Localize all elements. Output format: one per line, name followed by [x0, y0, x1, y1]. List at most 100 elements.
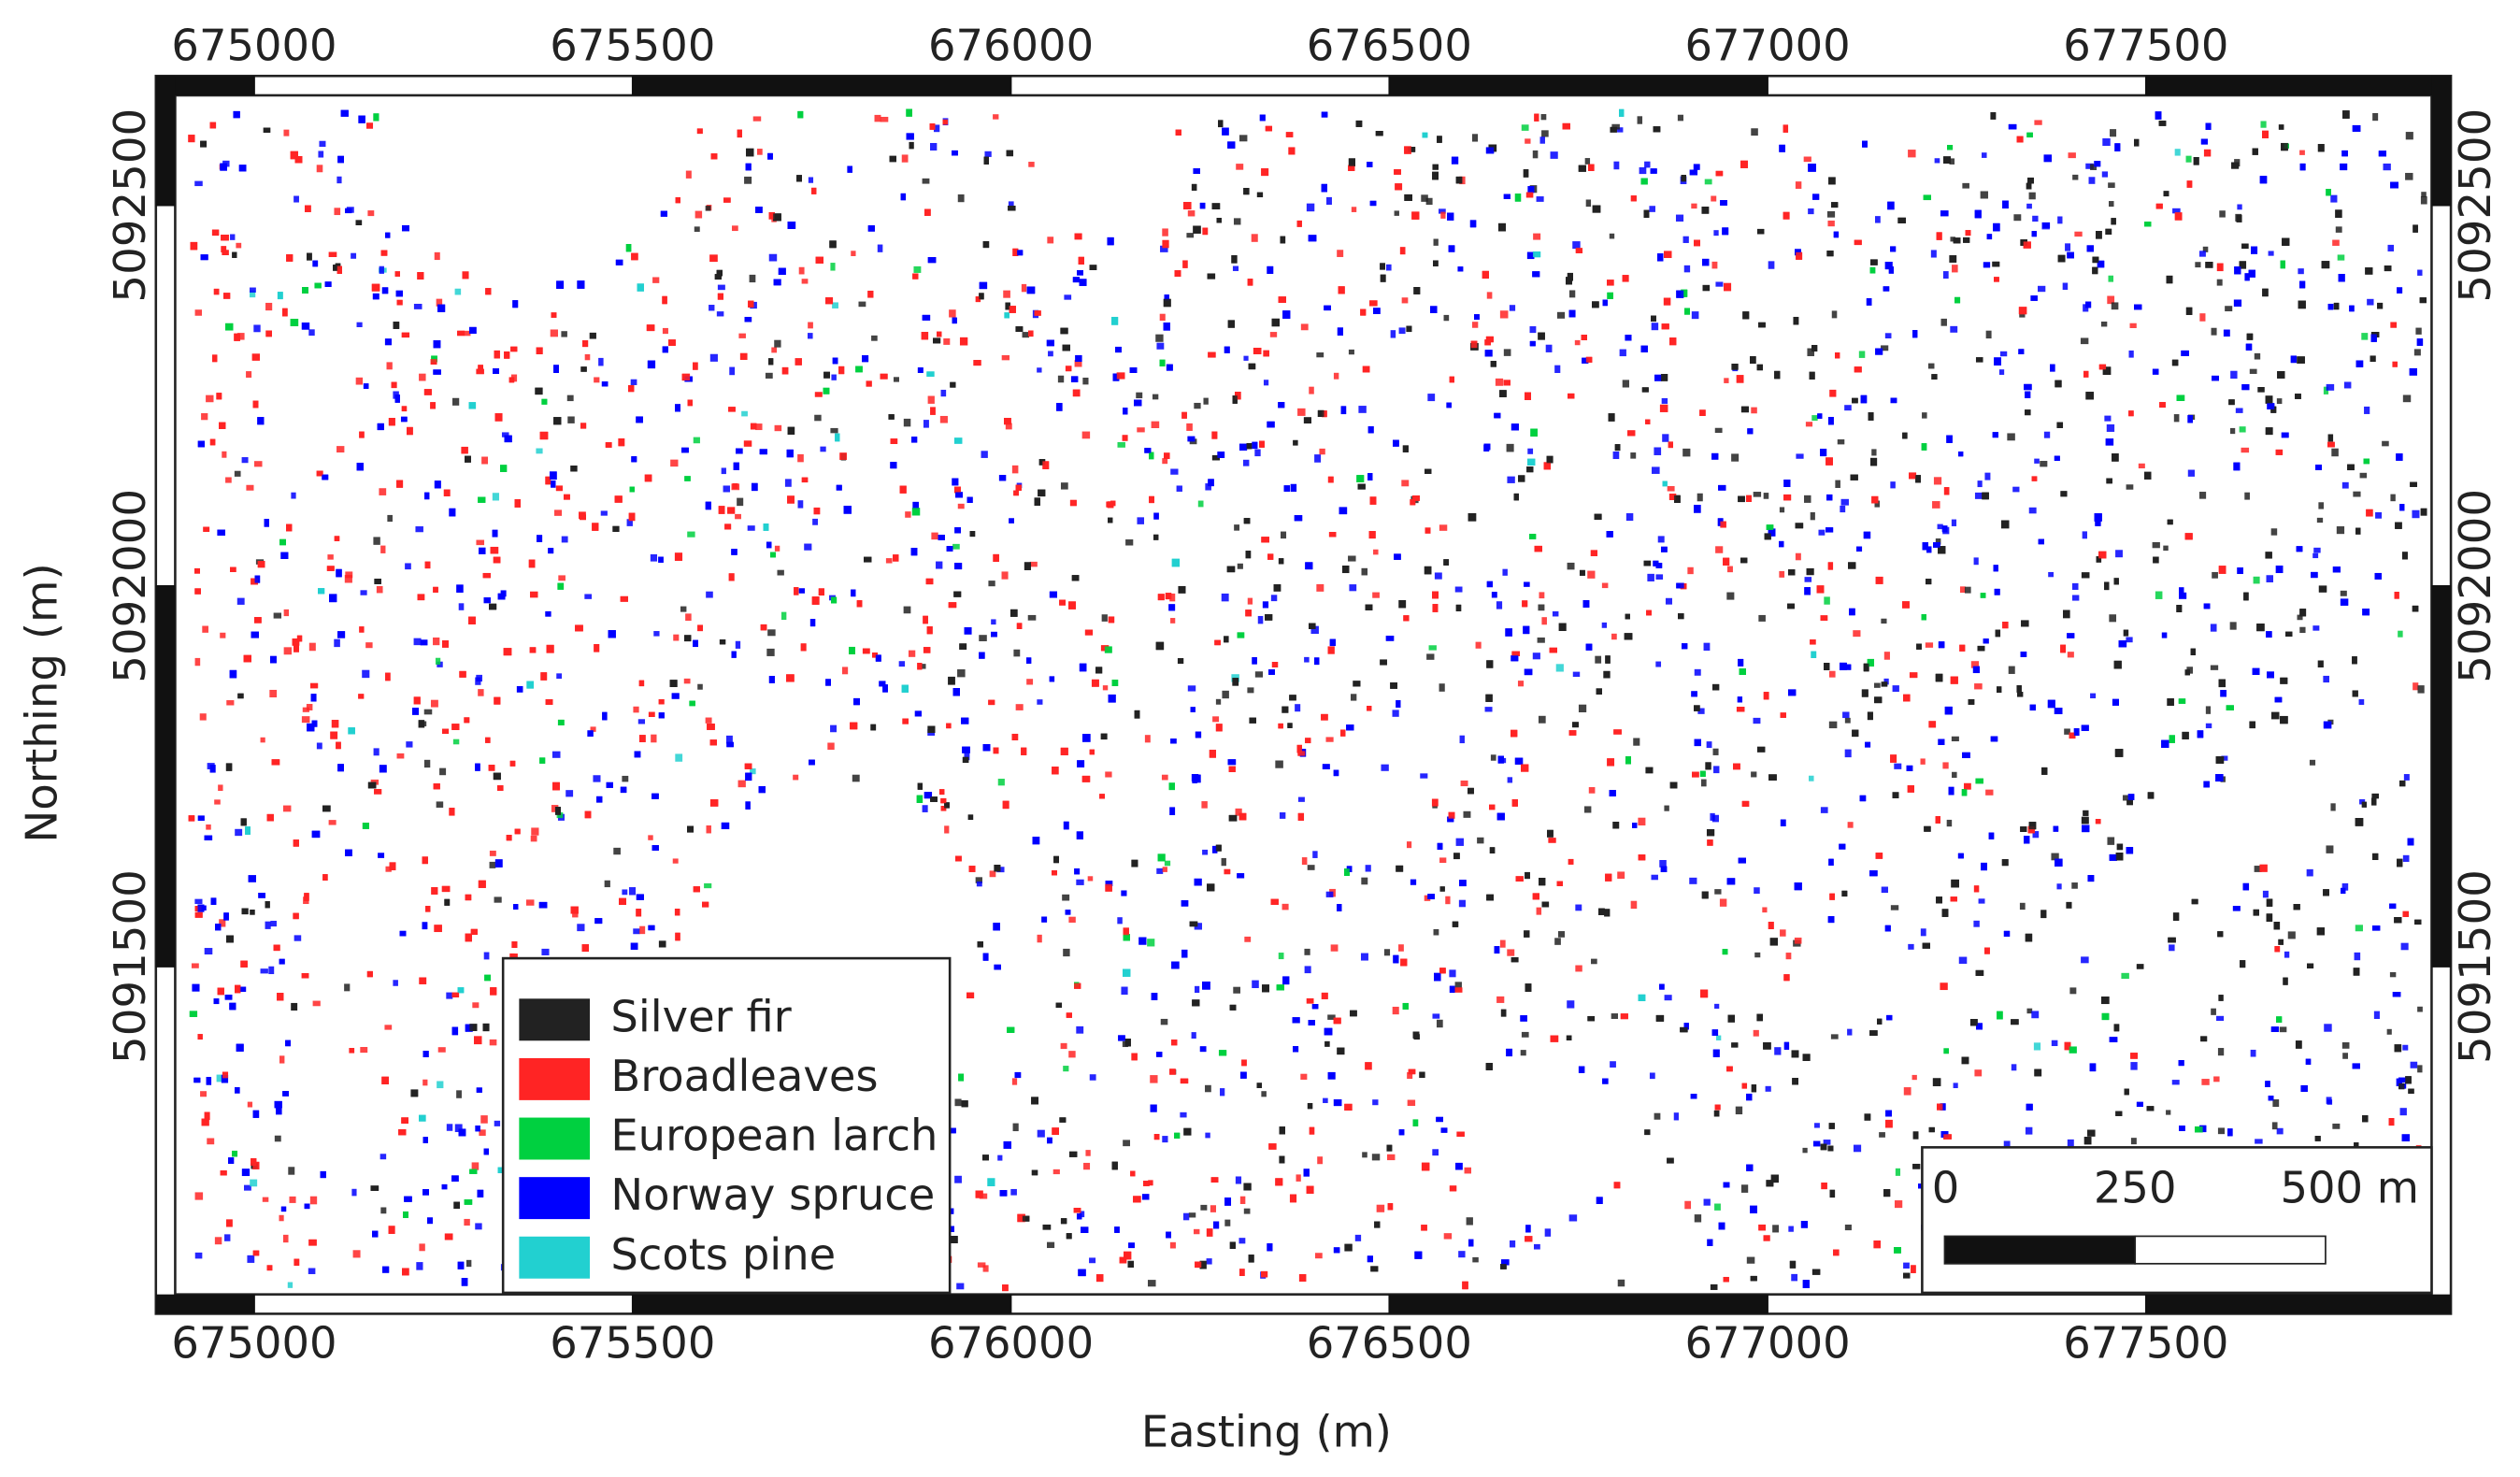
crown-dot: [1762, 907, 1768, 913]
crown-dot: [236, 597, 245, 605]
crown-dot: [1540, 114, 1547, 121]
crown-dot: [380, 1207, 387, 1214]
crown-dot: [2195, 262, 2201, 268]
crown-dot: [709, 353, 718, 362]
crown-dot: [1076, 1025, 1084, 1034]
crown-dot: [1740, 1184, 1749, 1193]
crown-dot: [362, 669, 370, 679]
crown-dot: [1425, 197, 1433, 206]
crown-dot: [1076, 879, 1084, 885]
crown-dot: [360, 1047, 368, 1054]
crown-dot: [494, 1120, 501, 1126]
crown-dot: [633, 928, 640, 935]
crown-dot: [1205, 1084, 1211, 1093]
crown-dot: [2008, 666, 2015, 674]
crown-dot: [1622, 380, 1629, 388]
crown-dot: [379, 488, 387, 495]
crown-dot: [1818, 529, 1826, 536]
crown-dot: [1060, 1042, 1067, 1050]
crown-dot: [556, 673, 563, 680]
crown-dot: [981, 451, 988, 458]
crown-dot: [492, 493, 499, 501]
crown-dot: [1881, 886, 1888, 894]
crown-dot: [1601, 622, 1608, 628]
crown-dot: [1517, 681, 1525, 687]
crown-dot: [1137, 517, 1145, 524]
crown-dot: [2413, 349, 2421, 356]
crown-dot: [2375, 511, 2383, 519]
crown-dot: [2402, 854, 2410, 862]
crown-dot: [309, 1196, 318, 1205]
crown-dot: [1502, 568, 1508, 576]
crown-dot: [279, 1055, 285, 1064]
crown-dot: [737, 780, 746, 788]
crown-dot: [1507, 476, 1515, 483]
crown-dot: [1659, 859, 1667, 868]
crown-dot: [2402, 1044, 2409, 1051]
crown-dot: [630, 379, 637, 385]
crown-dot: [1212, 716, 1220, 723]
crown-dot: [774, 424, 782, 432]
crown-dot: [1842, 711, 1850, 719]
crown-dot: [2032, 831, 2040, 839]
crown-dot: [633, 706, 639, 713]
crown-dot: [721, 467, 726, 475]
crown-dot: [1064, 294, 1072, 300]
crown-dot: [1751, 771, 1757, 778]
crown-dot: [1830, 1034, 1839, 1040]
crown-dot: [1205, 1132, 1210, 1139]
crown-dot: [729, 366, 736, 376]
crown-dot: [2413, 682, 2419, 691]
crown-dot: [1554, 365, 1561, 373]
crown-dot: [1875, 216, 1881, 223]
crown-dot: [979, 1193, 988, 1199]
crown-dot: [1151, 421, 1160, 428]
crown-dot: [2003, 1140, 2011, 1148]
crown-dot: [1432, 1149, 1439, 1156]
crown-dot: [2299, 626, 2306, 634]
crown-dot: [214, 799, 221, 805]
crown-dot: [1697, 708, 1705, 714]
crown-dot: [454, 288, 462, 295]
crown-dot: [798, 266, 805, 275]
crown-dot: [2169, 944, 2175, 952]
crown-dot: [1567, 562, 1575, 570]
crown-dot: [1348, 555, 1356, 562]
crown-dot: [2071, 582, 2079, 590]
crown-dot: [437, 1081, 444, 1089]
crown-dot: [1753, 1029, 1759, 1037]
crown-dot: [979, 635, 987, 641]
crown-dot: [2013, 214, 2022, 222]
crown-dot: [1251, 234, 1258, 242]
crown-dot: [2074, 231, 2083, 237]
crown-dot: [1239, 1196, 1246, 1204]
crown-dot: [393, 980, 398, 986]
crown-dot: [1432, 1013, 1440, 1019]
crown-dot: [413, 638, 422, 646]
crown-dot: [1532, 652, 1540, 660]
crown-dot: [1824, 596, 1830, 605]
crown-dot: [1507, 777, 1513, 783]
crown-dot: [541, 948, 550, 955]
crown-dot: [1350, 694, 1357, 701]
crown-dot: [365, 642, 373, 649]
crown-dot: [2241, 447, 2250, 453]
crown-dot: [1595, 655, 1602, 664]
crown-dot: [1186, 233, 1195, 238]
crown-dot: [1805, 422, 1813, 427]
crown-dot: [1746, 1256, 1755, 1264]
crown-dot: [1977, 480, 1983, 488]
crown-dot: [246, 371, 252, 378]
crown-dot: [706, 825, 711, 834]
crown-dot: [1630, 452, 1637, 459]
crown-dot: [2417, 1006, 2423, 1012]
crown-dot: [749, 274, 756, 283]
crown-dot: [1763, 493, 1769, 499]
crown-dot: [723, 485, 731, 493]
crown-dot: [1304, 656, 1310, 663]
crown-dot: [1874, 500, 1880, 508]
crown-dot: [2361, 333, 2369, 340]
crown-dot: [483, 952, 490, 960]
crown-dot: [1312, 851, 1318, 858]
crown-dot: [936, 561, 943, 569]
